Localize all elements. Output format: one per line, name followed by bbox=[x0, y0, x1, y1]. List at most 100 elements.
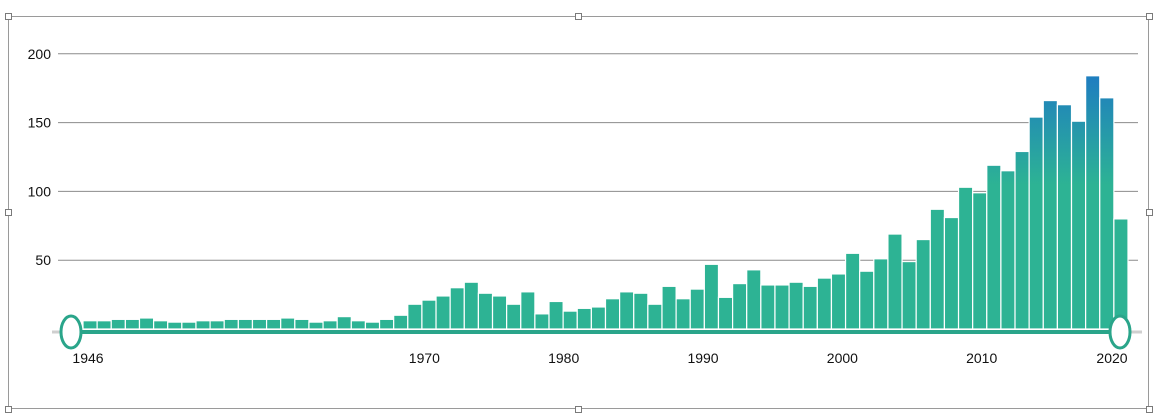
resize-handle-middle-left[interactable] bbox=[5, 209, 12, 216]
x-tick-label: 1990 bbox=[687, 350, 718, 366]
bar-1947 bbox=[96, 320, 112, 330]
resize-handle-top-right[interactable] bbox=[1146, 13, 1153, 20]
bar-1959 bbox=[265, 318, 282, 330]
bar-2000 bbox=[844, 252, 861, 330]
bar-1992 bbox=[731, 282, 748, 330]
bar-1999 bbox=[830, 273, 847, 330]
bar-1968 bbox=[393, 314, 409, 330]
bar-2014 bbox=[1042, 99, 1058, 330]
bar-2003 bbox=[887, 233, 903, 330]
bar-1985 bbox=[633, 292, 649, 330]
resize-handle-top-center[interactable] bbox=[575, 13, 582, 20]
resize-handle-top-left[interactable] bbox=[5, 13, 12, 20]
bar-1963 bbox=[322, 320, 338, 330]
bar-1970 bbox=[421, 299, 437, 330]
bar-1988 bbox=[675, 298, 691, 330]
bar-1980 bbox=[562, 310, 578, 330]
bar-1989 bbox=[689, 288, 705, 330]
bar-1950 bbox=[138, 317, 155, 330]
bars bbox=[82, 75, 1129, 330]
bar-2009 bbox=[972, 192, 988, 330]
bar-2001 bbox=[859, 270, 875, 330]
bar-1961 bbox=[294, 318, 310, 330]
bar-1990 bbox=[703, 263, 720, 330]
x-tick-label: 2000 bbox=[827, 350, 858, 366]
x-tick-label: 2020 bbox=[1096, 350, 1127, 366]
bar-1976 bbox=[506, 303, 522, 330]
bar-2005 bbox=[915, 238, 931, 330]
y-axis-ticks: 50 100 150 200 bbox=[28, 46, 52, 268]
bar-1951 bbox=[153, 320, 169, 330]
bar-1979 bbox=[548, 300, 564, 330]
bar-1957 bbox=[237, 318, 254, 330]
x-tick-label: 2010 bbox=[966, 350, 997, 366]
bar-1981 bbox=[576, 307, 592, 330]
bar-1984 bbox=[619, 291, 635, 330]
bar-1995 bbox=[774, 284, 790, 330]
bar-1996 bbox=[788, 281, 804, 330]
bar-1969 bbox=[407, 303, 423, 330]
bar-2010 bbox=[986, 164, 1002, 330]
bar-1955 bbox=[209, 320, 225, 330]
bar-1997 bbox=[802, 285, 818, 330]
bar-2002 bbox=[873, 258, 889, 330]
bar-1960 bbox=[280, 317, 296, 330]
bar-1975 bbox=[491, 295, 508, 330]
bar-1962 bbox=[308, 321, 324, 330]
bar-1994 bbox=[760, 284, 776, 330]
bar-1998 bbox=[816, 277, 833, 330]
x-axis-ticks: 1946 1970 1980 1990 2000 2010 2020 bbox=[72, 350, 1127, 366]
bar-1978 bbox=[534, 313, 550, 330]
resize-handle-middle-right[interactable] bbox=[1146, 209, 1153, 216]
bar-2018 bbox=[1099, 97, 1115, 330]
resize-handle-bottom-left[interactable] bbox=[5, 406, 12, 413]
slider-handle-end[interactable] bbox=[1108, 314, 1132, 350]
range-slider[interactable] bbox=[52, 314, 1142, 350]
bar-1972 bbox=[449, 287, 465, 330]
bar-1993 bbox=[746, 269, 762, 330]
bar-2017 bbox=[1085, 75, 1101, 330]
bar-2011 bbox=[1000, 170, 1016, 330]
y-tick-label: 150 bbox=[28, 115, 52, 131]
x-tick-label: 1970 bbox=[409, 350, 440, 366]
bar-2012 bbox=[1014, 150, 1030, 330]
bar-1973 bbox=[463, 281, 480, 330]
y-tick-label: 100 bbox=[28, 183, 52, 199]
resize-handle-bottom-center[interactable] bbox=[575, 406, 582, 413]
bar-1982 bbox=[590, 306, 607, 330]
bar-2004 bbox=[901, 260, 917, 330]
bar-2007 bbox=[943, 216, 960, 330]
y-tick-label: 50 bbox=[35, 252, 51, 268]
bar-2013 bbox=[1028, 116, 1044, 330]
bar-1952 bbox=[167, 321, 183, 330]
bar-1949 bbox=[124, 318, 141, 330]
bar-1958 bbox=[251, 318, 268, 330]
resize-handle-bottom-right[interactable] bbox=[1146, 406, 1153, 413]
bar-2006 bbox=[929, 208, 946, 330]
bar-1946 bbox=[82, 320, 98, 330]
bar-1983 bbox=[604, 298, 621, 330]
bar-1954 bbox=[195, 320, 211, 330]
bar-1948 bbox=[110, 318, 126, 330]
bar-1956 bbox=[223, 318, 239, 330]
slider-handle-start[interactable] bbox=[59, 314, 83, 350]
bar-1967 bbox=[378, 318, 395, 330]
bar-1965 bbox=[350, 320, 367, 330]
bar-1971 bbox=[435, 295, 451, 330]
bar-1974 bbox=[477, 292, 494, 330]
bar-1953 bbox=[181, 321, 197, 330]
bar-2008 bbox=[957, 186, 974, 330]
bar-2016 bbox=[1070, 120, 1087, 330]
y-tick-label: 200 bbox=[28, 46, 52, 62]
bar-1966 bbox=[364, 321, 381, 330]
x-tick-label: 1946 bbox=[72, 350, 103, 366]
bar-1987 bbox=[661, 285, 677, 330]
bar-1977 bbox=[520, 291, 536, 330]
bar-1986 bbox=[647, 303, 663, 330]
bar-1991 bbox=[717, 296, 734, 330]
bar-2015 bbox=[1056, 104, 1073, 330]
bar-2019 bbox=[1113, 218, 1129, 330]
x-tick-label: 1980 bbox=[548, 350, 579, 366]
bar-1964 bbox=[336, 316, 352, 330]
